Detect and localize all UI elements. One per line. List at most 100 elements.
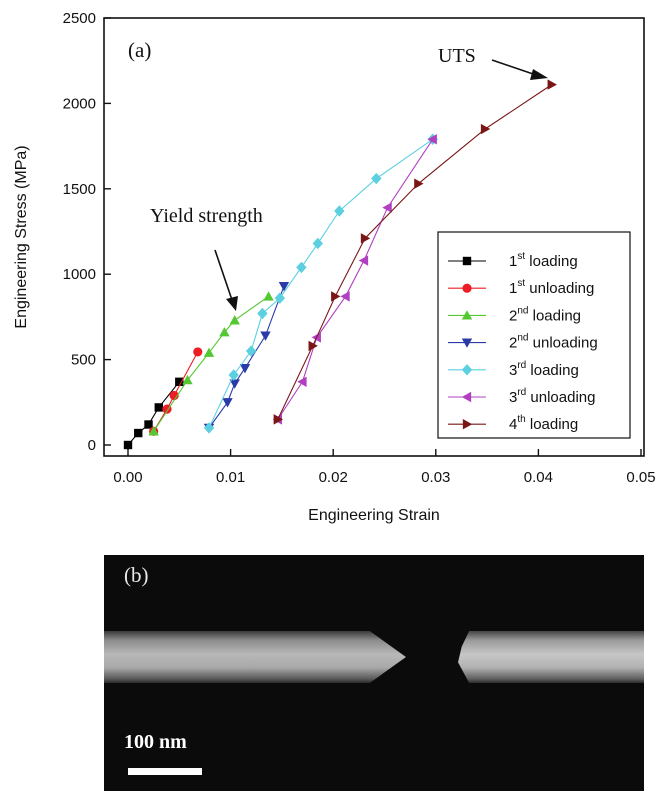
legend-label-number: 4 bbox=[509, 416, 517, 433]
data-point bbox=[257, 307, 268, 320]
x-axis: 0.00 0.01 0.02 0.03 0.04 0.05 bbox=[113, 449, 656, 486]
data-point bbox=[296, 261, 307, 274]
legend-item-0: 1st loading bbox=[448, 251, 578, 270]
data-point bbox=[175, 377, 184, 387]
legend-label-number: 1 bbox=[509, 253, 517, 270]
y-tick-label: 1500 bbox=[63, 181, 96, 198]
plot-frame bbox=[103, 17, 645, 457]
legend-label-superscript: th bbox=[517, 414, 525, 425]
series-line bbox=[277, 138, 434, 420]
data-point bbox=[358, 255, 369, 266]
data-point bbox=[273, 414, 283, 425]
legend-box bbox=[437, 231, 631, 439]
legend-label-superscript: st bbox=[517, 278, 525, 289]
annotation-uts-arrowhead bbox=[530, 69, 548, 80]
legend-item-4: 3rd loading bbox=[448, 360, 579, 379]
legend-label: 4th loading bbox=[509, 414, 578, 433]
scale-bar-label: 100 nm bbox=[124, 731, 187, 753]
legend-label: 2nd unloading bbox=[509, 333, 598, 352]
data-point bbox=[308, 340, 318, 352]
data-point bbox=[245, 345, 257, 357]
data-point bbox=[144, 420, 153, 429]
data-point bbox=[427, 134, 437, 145]
legend-label-text: unloading bbox=[528, 335, 597, 352]
legend-marker bbox=[462, 283, 472, 293]
data-point bbox=[360, 233, 371, 244]
legend-label-text: loading bbox=[525, 253, 578, 270]
legend-label-number: 2 bbox=[509, 335, 517, 352]
series-line bbox=[208, 138, 434, 429]
x-tick-label: 0.02 bbox=[319, 469, 348, 486]
legend-item-1: 1st unloading bbox=[448, 278, 594, 297]
series-5 bbox=[272, 134, 437, 425]
data-point bbox=[480, 123, 491, 135]
annotation-layer: Yield strength UTS bbox=[150, 45, 548, 311]
legend-item-2: 2nd loading bbox=[448, 305, 581, 324]
legend-label-text: unloading bbox=[526, 389, 595, 406]
data-point bbox=[154, 403, 163, 412]
legend-marker bbox=[462, 419, 473, 430]
legend-item-3: 2nd unloading bbox=[448, 333, 598, 352]
series-4 bbox=[203, 133, 438, 434]
x-tick-label: 0.04 bbox=[524, 469, 553, 486]
legend-label-superscript: rd bbox=[517, 387, 526, 398]
data-point bbox=[547, 79, 557, 90]
data-point bbox=[331, 291, 341, 302]
data-point bbox=[334, 205, 345, 217]
legend-label: 3rd loading bbox=[509, 360, 579, 379]
annotation-yield-arrowhead bbox=[226, 296, 238, 311]
x-tick-label: 0.01 bbox=[216, 469, 245, 486]
series-layer bbox=[123, 79, 557, 450]
data-point bbox=[274, 292, 286, 304]
legend-label-superscript: st bbox=[517, 251, 525, 262]
legend-label-number: 3 bbox=[509, 389, 517, 406]
data-point bbox=[228, 369, 239, 381]
data-point bbox=[203, 422, 215, 434]
data-point bbox=[371, 172, 382, 185]
annotation-yield-strength: Yield strength bbox=[150, 205, 263, 227]
nanowire-left-segment bbox=[104, 631, 406, 683]
data-point bbox=[297, 376, 307, 388]
legend-marker bbox=[461, 391, 472, 403]
series-1 bbox=[149, 347, 203, 436]
x-tick-label: 0.00 bbox=[113, 469, 142, 486]
data-point bbox=[414, 178, 424, 189]
data-point bbox=[260, 331, 271, 341]
series-6 bbox=[273, 79, 557, 425]
data-point bbox=[312, 237, 324, 250]
series-line bbox=[153, 295, 269, 432]
annotation-yield-arrow bbox=[214, 249, 233, 301]
legend-label-superscript: nd bbox=[517, 333, 528, 344]
data-point bbox=[229, 379, 240, 389]
legend-label-text: loading bbox=[526, 416, 579, 433]
panel-a-label: (a) bbox=[128, 38, 151, 62]
series-line bbox=[208, 285, 285, 429]
data-point bbox=[219, 327, 230, 337]
annotation-uts: UTS bbox=[438, 45, 476, 67]
x-tick-label: 0.05 bbox=[626, 469, 655, 486]
annotation-uts-arrow bbox=[491, 59, 537, 76]
y-axis-title: Engineering Stress (MPa) bbox=[13, 145, 30, 328]
legend-item-5: 3rd unloading bbox=[448, 387, 595, 406]
y-tick-label: 0 bbox=[88, 437, 96, 454]
data-point bbox=[382, 202, 392, 213]
data-point bbox=[239, 363, 251, 374]
legend-label-number: 3 bbox=[509, 362, 517, 379]
data-point bbox=[203, 347, 215, 357]
data-point bbox=[123, 440, 133, 450]
data-point bbox=[134, 428, 143, 438]
panel-b-label: (b) bbox=[124, 563, 149, 587]
scale-bar bbox=[128, 768, 202, 775]
data-point bbox=[263, 291, 274, 301]
x-tick-label: 0.03 bbox=[421, 469, 450, 486]
legend-marker bbox=[462, 256, 472, 266]
series-0 bbox=[123, 377, 184, 450]
nanowire-right-segment bbox=[458, 631, 644, 683]
legend-label-text: loading bbox=[526, 362, 579, 379]
legend-label-number: 1 bbox=[509, 280, 517, 297]
data-point bbox=[193, 347, 203, 357]
legend-label: 1st unloading bbox=[509, 278, 594, 297]
data-point bbox=[340, 291, 350, 302]
legend-label-text: loading bbox=[528, 307, 581, 324]
